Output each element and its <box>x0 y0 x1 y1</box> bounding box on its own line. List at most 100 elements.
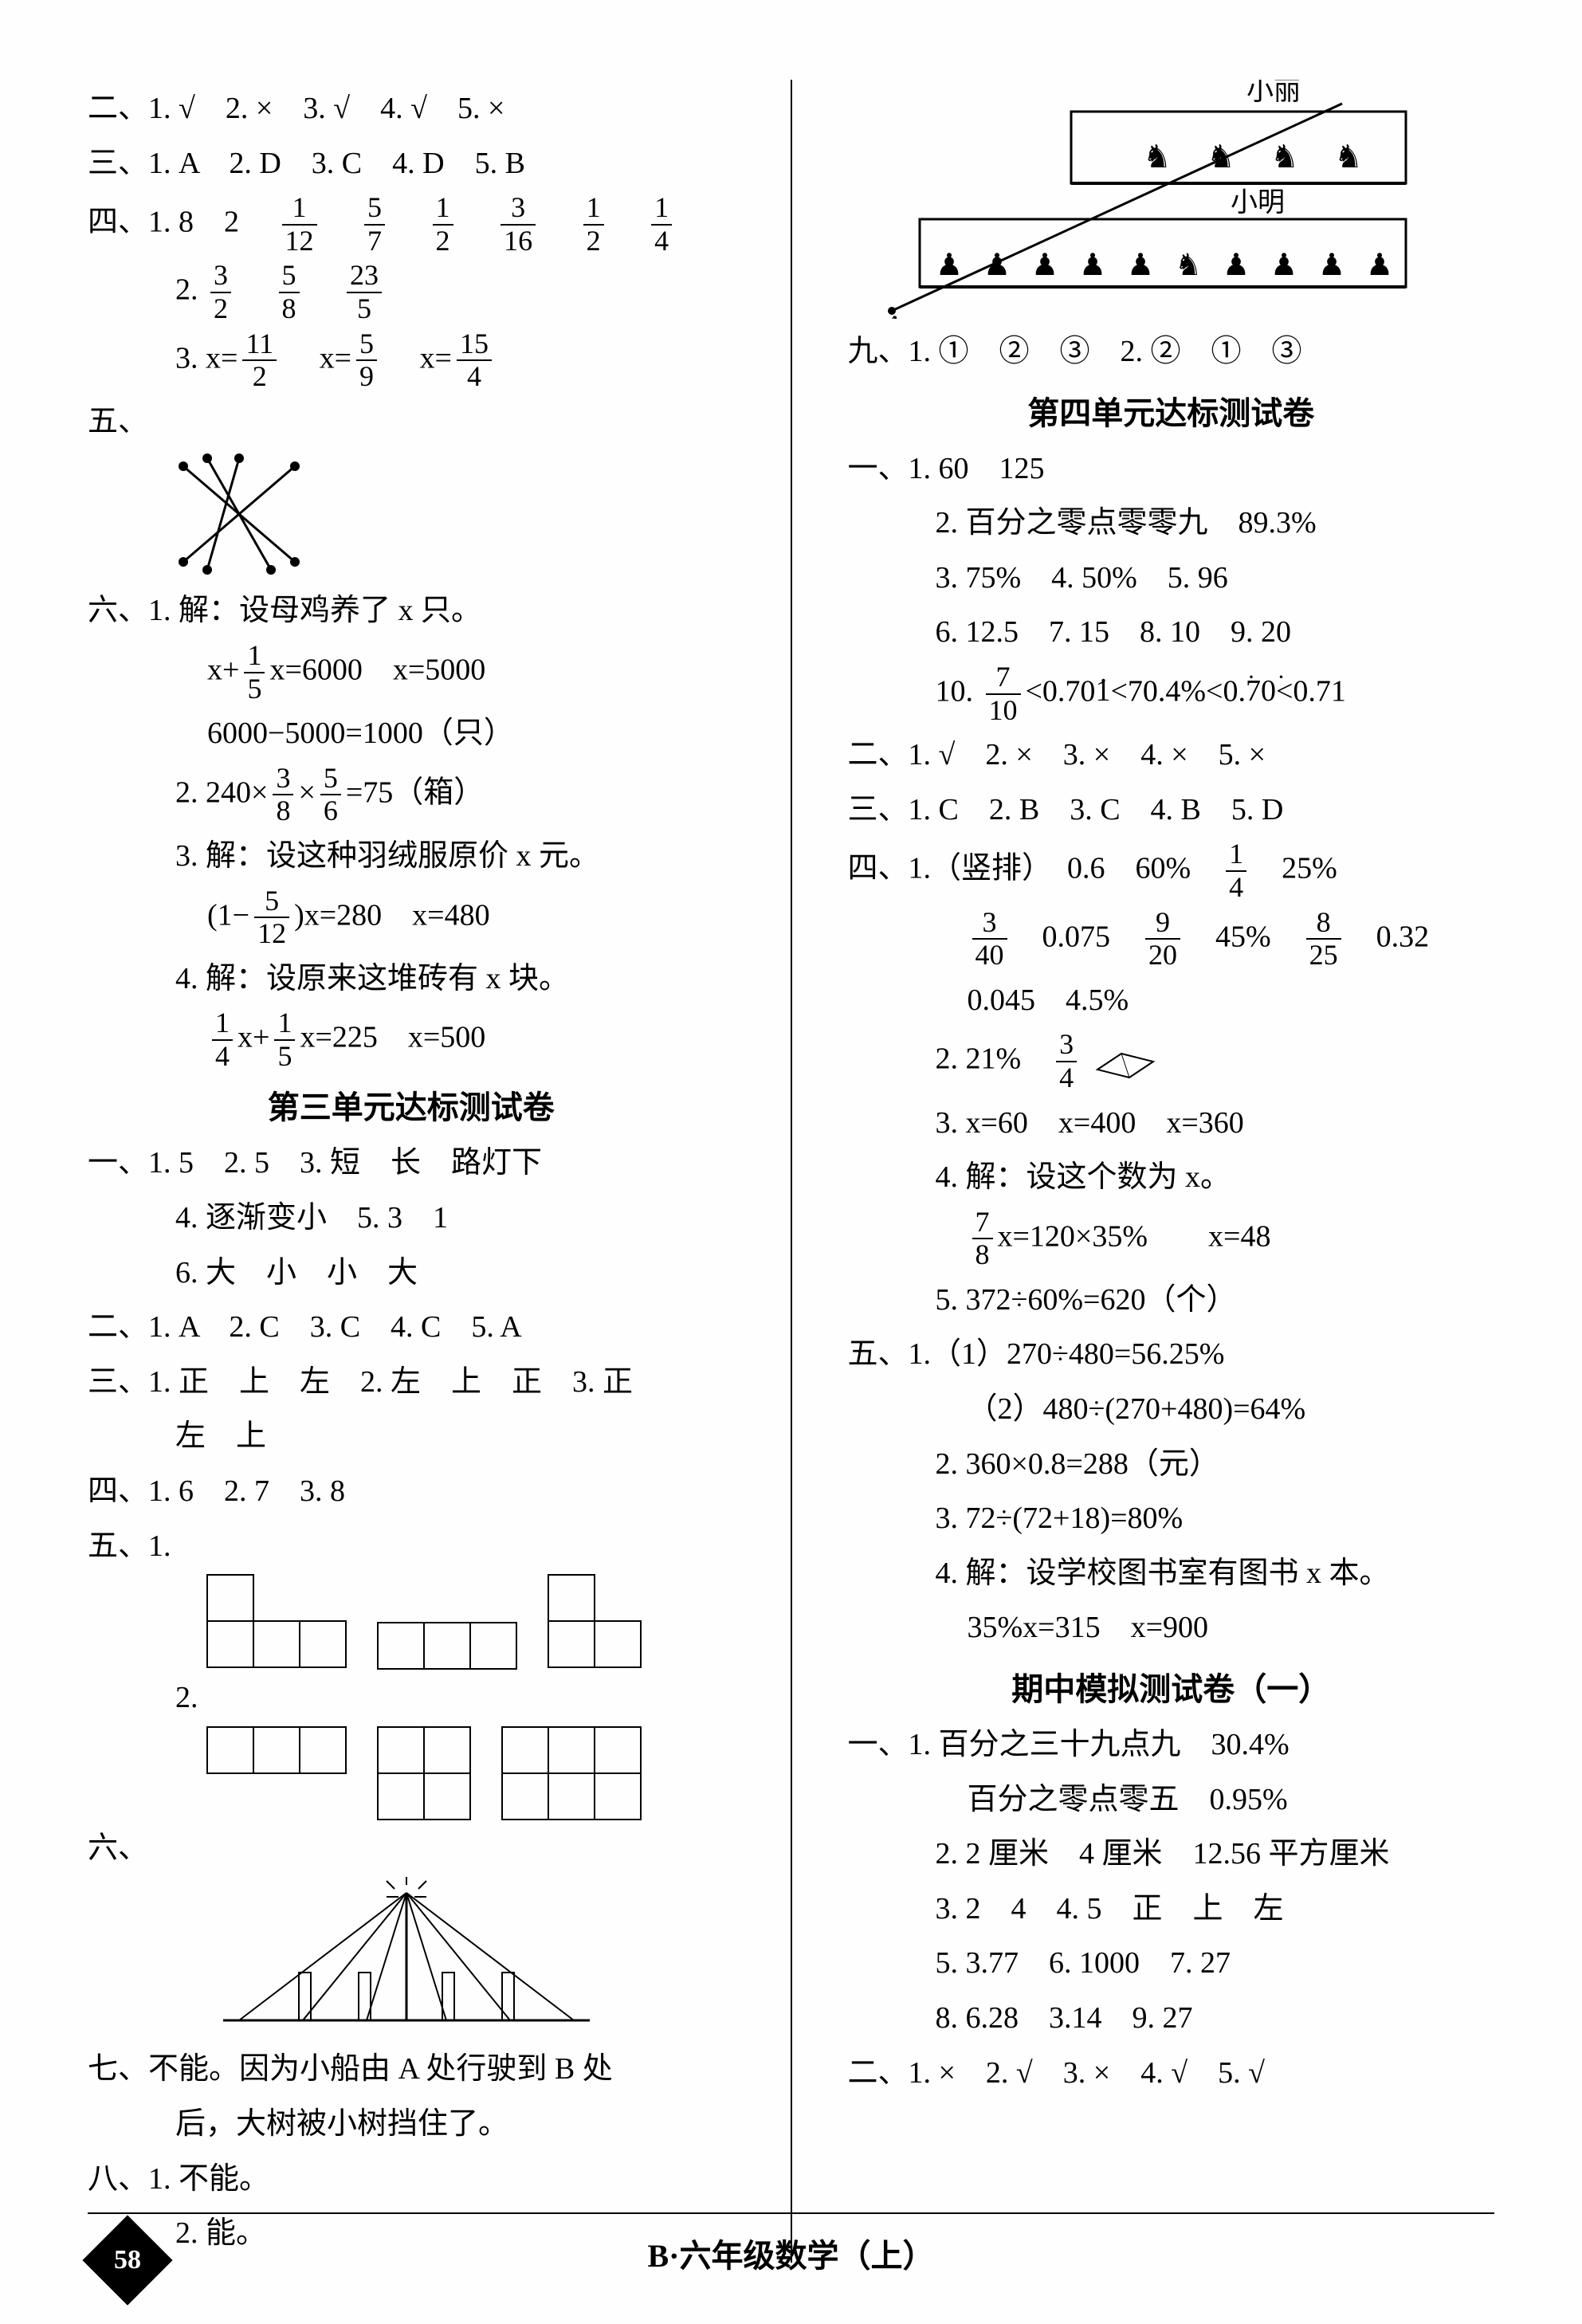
text-line: 五、1.（1）270÷480=56.25% <box>848 1329 1495 1380</box>
text-line: 一、1. 5 2. 5 3. 短 长 路灯下 <box>88 1137 735 1189</box>
text-line: 3. 解：设这种羽绒服原价 x 元。 <box>88 830 735 882</box>
svg-text:♟: ♟ <box>1366 249 1393 282</box>
text-line: x+15x=6000 x=5000 <box>88 640 735 705</box>
left-column: 二、1. √ 2. × 3. √ 4. √ 5. × 三、1. A 2. D 3… <box>88 80 735 2263</box>
fraction: 154 <box>457 328 492 393</box>
text-line: 八、1. 不能。 <box>88 2153 735 2205</box>
text-line: 4. 解：设这个数为 x。 <box>848 1152 1495 1203</box>
text-line: 一、1. 百分之三十九点九 30.4% <box>848 1719 1495 1771</box>
fraction: 32 <box>210 260 231 324</box>
fraction: 14 <box>651 192 672 257</box>
block-grid-1 <box>207 1575 735 1669</box>
text-line: 二、1. √ 2. × 3. × 4. × 5. × <box>848 729 1495 781</box>
text-line: 2. 360×0.8=288（元） <box>848 1439 1495 1490</box>
text: 0.075 <box>1012 920 1141 953</box>
text-line: 3. 2 4 4. 5 正 上 左 <box>848 1883 1495 1935</box>
footer: B·六年级数学（上） <box>0 2212 1582 2276</box>
fraction: 112 <box>242 328 277 393</box>
cross-diagram <box>167 450 311 578</box>
text-line: 3. 75% 4. 50% 5. 96 <box>848 552 1495 604</box>
text: <0.701<70.4%<0.70<0.71 <box>1026 674 1346 708</box>
text: x+ <box>237 1021 269 1054</box>
text-line: 2. 32 58 235 <box>88 260 735 324</box>
text-line: 四、1. 8 2 112 57 12 316 12 14 <box>88 192 735 257</box>
text-line: 四、1. 6 2. 7 3. 8 <box>88 1466 735 1517</box>
section-heading: 第三单元达标测试卷 <box>88 1082 735 1128</box>
fraction: 59 <box>356 328 377 393</box>
svg-text:♟: ♟ <box>1079 249 1106 282</box>
text: 25% <box>1251 852 1337 885</box>
text: x= <box>390 341 452 375</box>
book-icon <box>1089 1038 1161 1085</box>
svg-text:♟: ♟ <box>1270 249 1297 282</box>
text-line: 6. 大 小 小 大 <box>88 1247 735 1299</box>
svg-text:♟: ♟ <box>1318 249 1345 282</box>
text-line: 3. x=60 x=400 x=360 <box>848 1097 1495 1149</box>
text-line: 五、 <box>88 396 735 448</box>
page-number: 58 <box>114 2245 141 2275</box>
text: 四、1.（竖排） 0.6 60% <box>848 852 1222 885</box>
fraction: 38 <box>273 763 293 827</box>
text: x+ <box>207 653 239 686</box>
text: × <box>298 775 315 809</box>
text-line: 5. 372÷60%=620（个） <box>848 1274 1495 1326</box>
fraction: 710 <box>986 661 1021 726</box>
fraction: 235 <box>347 260 382 324</box>
theater-diagram: 小丽 ♞♞♞♞ 小明 ♟♟♟♟♟♞♟♟♟♟ A <box>848 80 1422 319</box>
label: 小明 <box>1231 188 1285 218</box>
right-column: 小丽 ♞♞♞♞ 小明 ♟♟♟♟♟♞♟♟♟♟ A 九、1. ① ② ③ 2. ② … <box>848 80 1495 2263</box>
text-line: 35%x=315 x=900 <box>848 1602 1495 1654</box>
fraction: 14 <box>212 1007 233 1072</box>
text: 2. <box>175 273 206 307</box>
text-line: 二、1. √ 2. × 3. √ 4. √ 5. × <box>88 83 735 135</box>
fraction: 340 <box>972 907 1007 972</box>
text-line: 四、1.（竖排） 0.6 60% 14 25% <box>848 838 1495 903</box>
svg-text:♞: ♞ <box>1175 249 1202 282</box>
footer-title: B·六年级数学（上） <box>647 2238 934 2274</box>
fraction: 112 <box>282 192 317 257</box>
text: x=6000 x=5000 <box>269 653 485 686</box>
text-line: 78x=120×35% x=48 <box>848 1207 1495 1271</box>
svg-text:♟: ♟ <box>1223 249 1250 282</box>
text-line: 三、1. 正 上 左 2. 左 上 正 3. 正 <box>88 1356 735 1408</box>
text-line: 六、1. 解：设母鸡养了 x 只。 <box>88 585 735 637</box>
text-line: 5. 3.77 6. 1000 7. 27 <box>848 1937 1495 1989</box>
svg-text:♞: ♞ <box>1334 139 1363 175</box>
text: )x=280 x=480 <box>294 898 490 932</box>
text-line: (1−512)x=280 x=480 <box>88 885 735 950</box>
text-line: 14x+15x=225 x=500 <box>88 1007 735 1072</box>
text-line: 10. 710<0.701<70.4%<0.70<0.71 <box>848 661 1495 726</box>
text: =75（箱） <box>346 775 484 809</box>
fraction: 58 <box>279 260 300 324</box>
text-line: 2. 2 厘米 4 厘米 12.56 平方厘米 <box>848 1828 1495 1880</box>
fraction: 512 <box>254 885 289 950</box>
text: x= <box>289 341 351 375</box>
text-line: 340 0.075 920 45% 825 0.32 <box>848 907 1495 972</box>
svg-text:♞: ♞ <box>1207 139 1235 175</box>
text-line: 2. 240×38×56=75（箱） <box>88 763 735 827</box>
fraction: 12 <box>433 192 453 257</box>
chairs-row: ♟♟♟♟♟♞♟♟♟♟ <box>936 249 1393 282</box>
label: A <box>882 309 902 319</box>
text-line: （2）480÷(270+480)=64% <box>848 1384 1495 1435</box>
svg-text:♞: ♞ <box>1143 139 1172 175</box>
text-line: 二、1. × 2. √ 3. × 4. √ 5. √ <box>848 2047 1495 2099</box>
label: 小丽 <box>1246 80 1301 106</box>
fraction: 57 <box>364 192 385 257</box>
text: 2. 240× <box>175 775 268 809</box>
text-line: 三、1. A 2. D 3. C 4. D 5. B <box>88 138 735 190</box>
text-line: 6000−5000=1000（只） <box>88 708 735 760</box>
text-line: 8. 6.28 3.14 9. 27 <box>848 1992 1495 2044</box>
text-line: 五、1. <box>88 1521 735 1572</box>
text: 45% <box>1185 920 1301 953</box>
text-line: 4. 解：设学校图书室有图书 x 本。 <box>848 1548 1495 1600</box>
text-line: 2. <box>88 1672 735 1724</box>
footer-rule <box>88 2212 1494 2214</box>
text-line: 三、1. C 2. B 3. C 4. B 5. D <box>848 784 1495 836</box>
text-line: 3. x=112 x=59 x=154 <box>88 328 735 393</box>
text-line: 4. 逐渐变小 5. 3 1 <box>88 1192 735 1244</box>
svg-text:♟: ♟ <box>1031 249 1058 282</box>
text-line: 九、1. ① ② ③ 2. ② ① ③ <box>848 326 1495 378</box>
text-line: 一、1. 60 125 <box>848 443 1495 495</box>
fraction: 12 <box>583 192 604 257</box>
